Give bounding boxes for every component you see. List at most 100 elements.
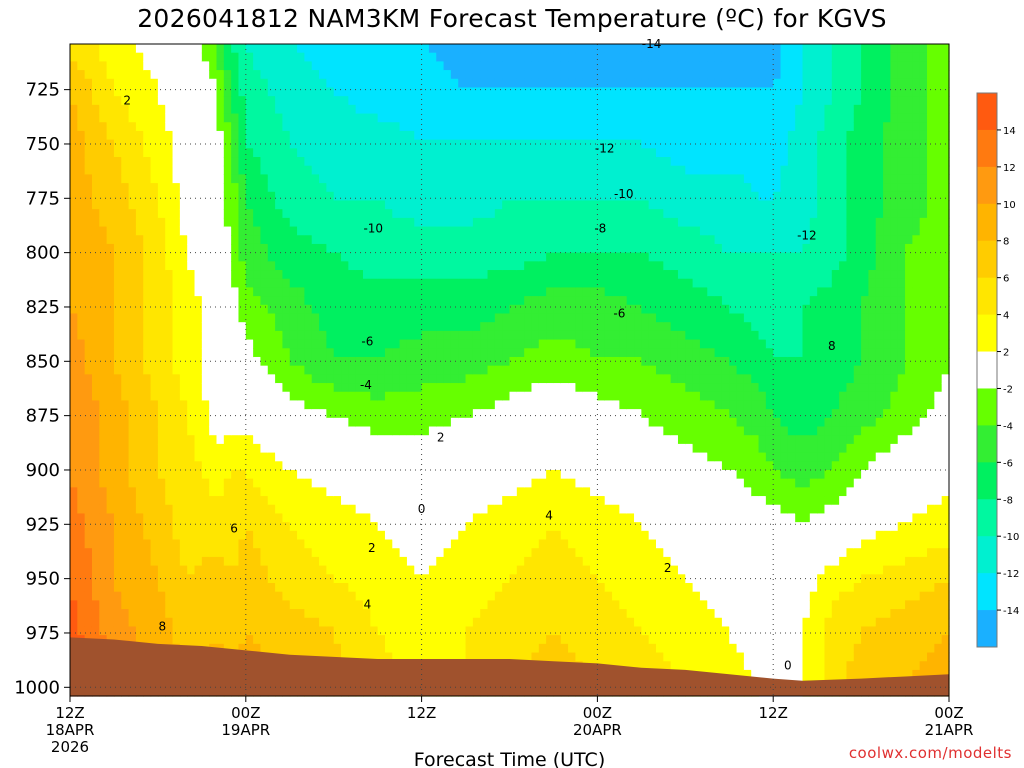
temperature-cell (319, 96, 327, 106)
temperature-cell (275, 296, 284, 306)
temperature-cell (297, 530, 305, 541)
temperature-cell (326, 548, 335, 558)
temperature-cell (150, 391, 159, 402)
temperature-cell (384, 383, 393, 393)
temperature-cell (538, 356, 547, 367)
temperature-cell (377, 174, 386, 184)
temperature-cell (436, 191, 445, 202)
temperature-cell (106, 452, 115, 462)
temperature-cell (494, 209, 503, 219)
temperature-cell (209, 435, 218, 445)
temperature-cell (297, 139, 305, 149)
temperature-cell (172, 478, 181, 488)
temperature-cell (282, 130, 291, 141)
temperature-cell (341, 461, 349, 471)
temperature-cell (502, 626, 511, 636)
temperature-cell (450, 443, 459, 454)
temperature-cell (91, 400, 100, 410)
temperature-cell (245, 591, 254, 601)
temperature-cell (179, 383, 188, 393)
temperature-cell (70, 209, 78, 219)
temperature-cell (84, 409, 93, 419)
temperature-cell (531, 443, 540, 454)
temperature-cell (209, 183, 218, 193)
temperature-cell (253, 443, 262, 454)
temperature-cell (260, 174, 269, 184)
temperature-cell (165, 469, 174, 480)
temperature-cell (480, 296, 489, 306)
temperature-cell (487, 200, 496, 210)
temperature-cell (209, 426, 218, 436)
temperature-cell (143, 565, 152, 575)
temperature-cell (91, 409, 100, 419)
temperature-cell (157, 52, 166, 62)
temperature-cell (502, 600, 511, 610)
temperature-cell (546, 96, 555, 106)
temperature-cell (414, 217, 423, 228)
temperature-cell (135, 539, 144, 549)
temperature-cell (194, 600, 203, 610)
temperature-cell (172, 530, 181, 541)
temperature-cell (297, 504, 305, 515)
temperature-cell (406, 383, 415, 393)
temperature-cell (421, 522, 430, 532)
temperature-cell (216, 565, 225, 575)
temperature-cell (121, 261, 130, 271)
temperature-cell (91, 600, 100, 610)
temperature-cell (253, 461, 262, 471)
temperature-cell (121, 96, 130, 106)
temperature-cell (260, 383, 269, 393)
temperature-cell (450, 539, 459, 549)
temperature-cell (165, 513, 174, 523)
temperature-cell (384, 330, 393, 341)
temperature-cell (253, 122, 262, 132)
temperature-cell (311, 426, 320, 436)
temperature-cell (157, 322, 166, 332)
temperature-cell (480, 609, 489, 619)
temperature-cell (84, 417, 93, 428)
temperature-cell (128, 469, 137, 480)
temperature-cell (245, 539, 254, 549)
temperature-cell (531, 217, 540, 228)
temperature-cell (355, 609, 364, 619)
temperature-cell (297, 539, 305, 549)
temperature-cell (546, 374, 555, 384)
temperature-cell (436, 539, 445, 549)
temperature-cell (172, 513, 181, 523)
temperature-cell (128, 278, 137, 289)
temperature-cell (406, 565, 415, 575)
temperature-cell (135, 261, 144, 271)
temperature-cell (245, 461, 254, 471)
temperature-cell (363, 591, 371, 601)
temperature-cell (275, 365, 284, 375)
temperature-cell (187, 270, 196, 280)
temperature-cell (370, 217, 379, 228)
temperature-cell (311, 609, 320, 619)
temperature-cell (216, 157, 225, 167)
temperature-cell (275, 217, 284, 228)
temperature-cell (326, 635, 335, 645)
temperature-cell (333, 435, 342, 445)
temperature-cell (414, 148, 423, 158)
temperature-cell (304, 487, 313, 497)
temperature-cell (187, 78, 196, 89)
temperature-cell (172, 287, 181, 297)
temperature-cell (509, 426, 518, 436)
temperature-cell (231, 322, 240, 332)
temperature-cell (480, 261, 489, 271)
temperature-cell (384, 122, 393, 132)
temperature-cell (494, 226, 503, 236)
temperature-cell (326, 600, 335, 610)
temperature-cell (392, 87, 401, 97)
temperature-cell (392, 652, 401, 662)
temperature-cell (84, 522, 93, 532)
temperature-cell (253, 487, 262, 497)
temperature-cell (282, 217, 291, 228)
temperature-cell (253, 287, 262, 297)
temperature-cell (406, 61, 415, 71)
temperature-cell (216, 339, 225, 349)
temperature-cell (253, 400, 262, 410)
temperature-cell (194, 461, 203, 471)
temperature-cell (194, 617, 203, 628)
temperature-cell (428, 139, 437, 149)
